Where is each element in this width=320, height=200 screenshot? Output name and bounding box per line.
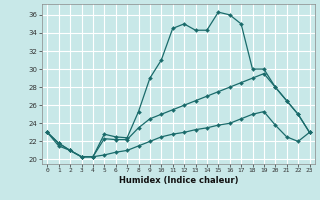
X-axis label: Humidex (Indice chaleur): Humidex (Indice chaleur) [119,176,238,185]
